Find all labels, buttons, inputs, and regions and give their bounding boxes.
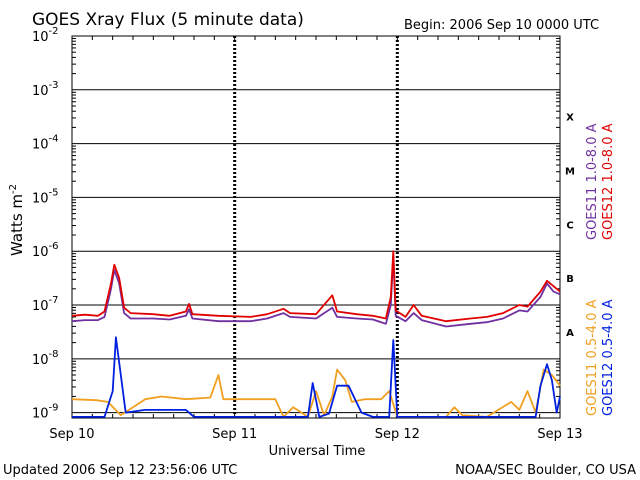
y-tick-label: 10-3 [32, 80, 59, 99]
plot-frame [71, 35, 561, 419]
series-line [71, 250, 561, 323]
flare-class-labels: X M C B A [565, 113, 575, 339]
flare-class-A: A [566, 328, 574, 339]
legend-entry: GOES11 1.0-8.0 A [585, 123, 600, 240]
x-axis-ticks: Sep 10 Sep 11 Sep 12 Sep 13 [49, 427, 582, 442]
y-axis-label: Watts m-2 [8, 184, 26, 256]
chart-title: GOES Xray Flux (5 minute data) [32, 10, 304, 30]
legend-entry: GOES12 1.0-8.0 A [601, 123, 616, 240]
y-tick-label: 10-8 [32, 349, 59, 368]
series-line [72, 336, 561, 418]
plot-area [71, 35, 561, 419]
y-axis-ticks: 10-2 10-3 10-4 10-5 10-6 10-7 10-8 10-9 [32, 26, 59, 422]
source-label: NOAA/SEC Boulder, CO USA [455, 463, 636, 478]
flare-class-X: X [566, 113, 574, 124]
x-tick-label: Sep 12 [375, 427, 420, 442]
x-tick-label: Sep 10 [49, 427, 94, 442]
y-tick-label: 10-2 [32, 26, 59, 45]
begin-label: Begin: 2006 Sep 10 0000 UTC [404, 18, 599, 33]
flare-class-M: M [565, 167, 575, 178]
updated-timestamp: Updated 2006 Sep 12 23:56:06 UTC [3, 463, 237, 478]
x-tick-label: Sep 13 [537, 427, 582, 442]
x-axis-label: Universal Time [269, 444, 366, 459]
y-tick-label: 10-9 [32, 403, 59, 422]
legend-entry: GOES12 0.5-4.0 A [601, 299, 616, 416]
legend-entry: GOES11 0.5-4.0 A [585, 299, 600, 416]
y-tick-label: 10-5 [32, 187, 59, 206]
x-tick-label: Sep 11 [212, 427, 257, 442]
y-tick-label: 10-4 [32, 134, 59, 153]
y-tick-label: 10-6 [32, 241, 59, 260]
y-tick-label: 10-7 [32, 295, 59, 314]
series-line [71, 368, 561, 418]
flare-class-B: B [566, 274, 574, 285]
flare-class-C: C [566, 220, 573, 231]
legend: GOES11 1.0-8.0 A GOES12 1.0-8.0 A GOES11 0… [585, 123, 616, 416]
